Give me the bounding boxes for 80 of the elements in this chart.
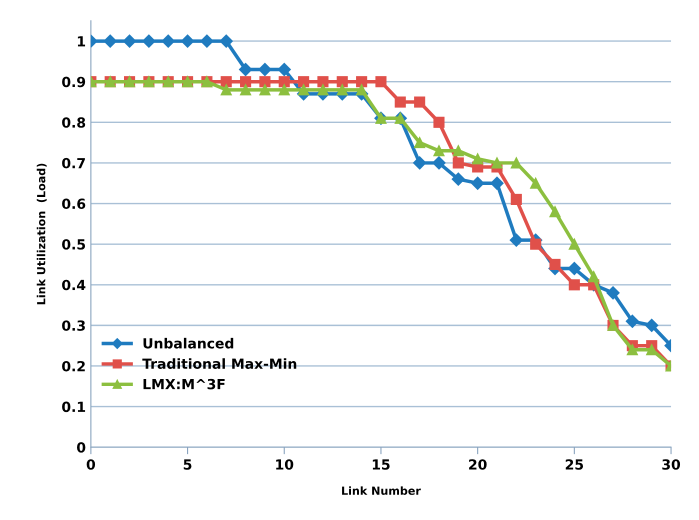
point xyxy=(122,34,136,48)
point xyxy=(278,62,291,76)
point xyxy=(490,176,504,190)
legend-label: LMX:M^3F xyxy=(144,378,225,390)
x-tick-label: 5 xyxy=(184,459,192,470)
x-tick-label: 15 xyxy=(372,459,390,470)
point xyxy=(259,76,270,88)
point xyxy=(491,157,503,168)
y-tick-label: 0.1 xyxy=(62,402,86,412)
point xyxy=(433,116,445,128)
y-tick-label: 0.6 xyxy=(62,198,86,210)
y-tick-label: 0.8 xyxy=(62,117,86,128)
y-tick-label: 0 xyxy=(77,442,86,453)
point xyxy=(568,238,580,250)
point xyxy=(549,206,561,218)
point xyxy=(433,145,445,156)
point xyxy=(200,34,214,48)
point xyxy=(471,176,484,190)
point xyxy=(452,172,465,186)
point xyxy=(220,76,232,88)
point xyxy=(510,234,523,247)
point xyxy=(278,76,290,88)
point xyxy=(510,157,522,168)
x-tick-label: 0 xyxy=(86,459,96,470)
point xyxy=(394,96,406,108)
point xyxy=(356,84,368,96)
point xyxy=(414,137,426,148)
point xyxy=(238,62,252,76)
point xyxy=(645,318,658,332)
point xyxy=(258,62,272,76)
point xyxy=(432,156,446,170)
point xyxy=(336,84,348,96)
point xyxy=(549,258,561,270)
point xyxy=(606,286,620,300)
y-tick-label: 0.2 xyxy=(62,360,85,372)
point xyxy=(510,194,522,206)
point xyxy=(317,76,328,88)
point xyxy=(414,96,426,108)
y-tick-label: 0.9 xyxy=(62,76,86,88)
point xyxy=(220,34,233,48)
point xyxy=(240,76,252,88)
point xyxy=(646,344,658,356)
point xyxy=(298,76,310,88)
legend-label: Unbalanced xyxy=(144,338,234,349)
point xyxy=(162,34,175,48)
point xyxy=(104,34,117,48)
y-tick-label: 0.5 xyxy=(62,239,86,250)
point xyxy=(298,84,310,96)
point xyxy=(568,262,581,276)
legend-label: Traditional Max-Min xyxy=(142,358,296,369)
point xyxy=(278,84,290,96)
y-tick-label: 1 xyxy=(78,36,86,46)
point xyxy=(317,84,328,96)
x-tick-label: 30 xyxy=(662,459,680,470)
point xyxy=(626,344,638,356)
y-tick-label: 0.3 xyxy=(62,320,85,331)
point xyxy=(220,84,232,96)
point xyxy=(530,178,542,189)
point xyxy=(568,279,580,290)
point xyxy=(452,157,464,168)
point xyxy=(530,238,542,250)
point xyxy=(588,271,600,282)
point xyxy=(452,145,464,156)
point xyxy=(240,84,252,96)
y-tick-label: 0.7 xyxy=(62,158,85,168)
x-axis-title: Link Number xyxy=(342,486,421,495)
point xyxy=(413,156,426,170)
y-tick-label: 0.4 xyxy=(62,280,86,290)
point xyxy=(180,34,194,48)
x-tick-label: 10 xyxy=(276,459,294,470)
point xyxy=(259,84,270,96)
point xyxy=(626,314,639,328)
point xyxy=(356,76,368,88)
point xyxy=(375,76,387,88)
y-axis-title: Link Utilization (Load) xyxy=(36,164,47,304)
point xyxy=(472,153,484,164)
point xyxy=(142,34,156,48)
point xyxy=(336,76,348,88)
x-tick-label: 20 xyxy=(469,459,487,470)
x-tick-label: 25 xyxy=(566,459,584,470)
